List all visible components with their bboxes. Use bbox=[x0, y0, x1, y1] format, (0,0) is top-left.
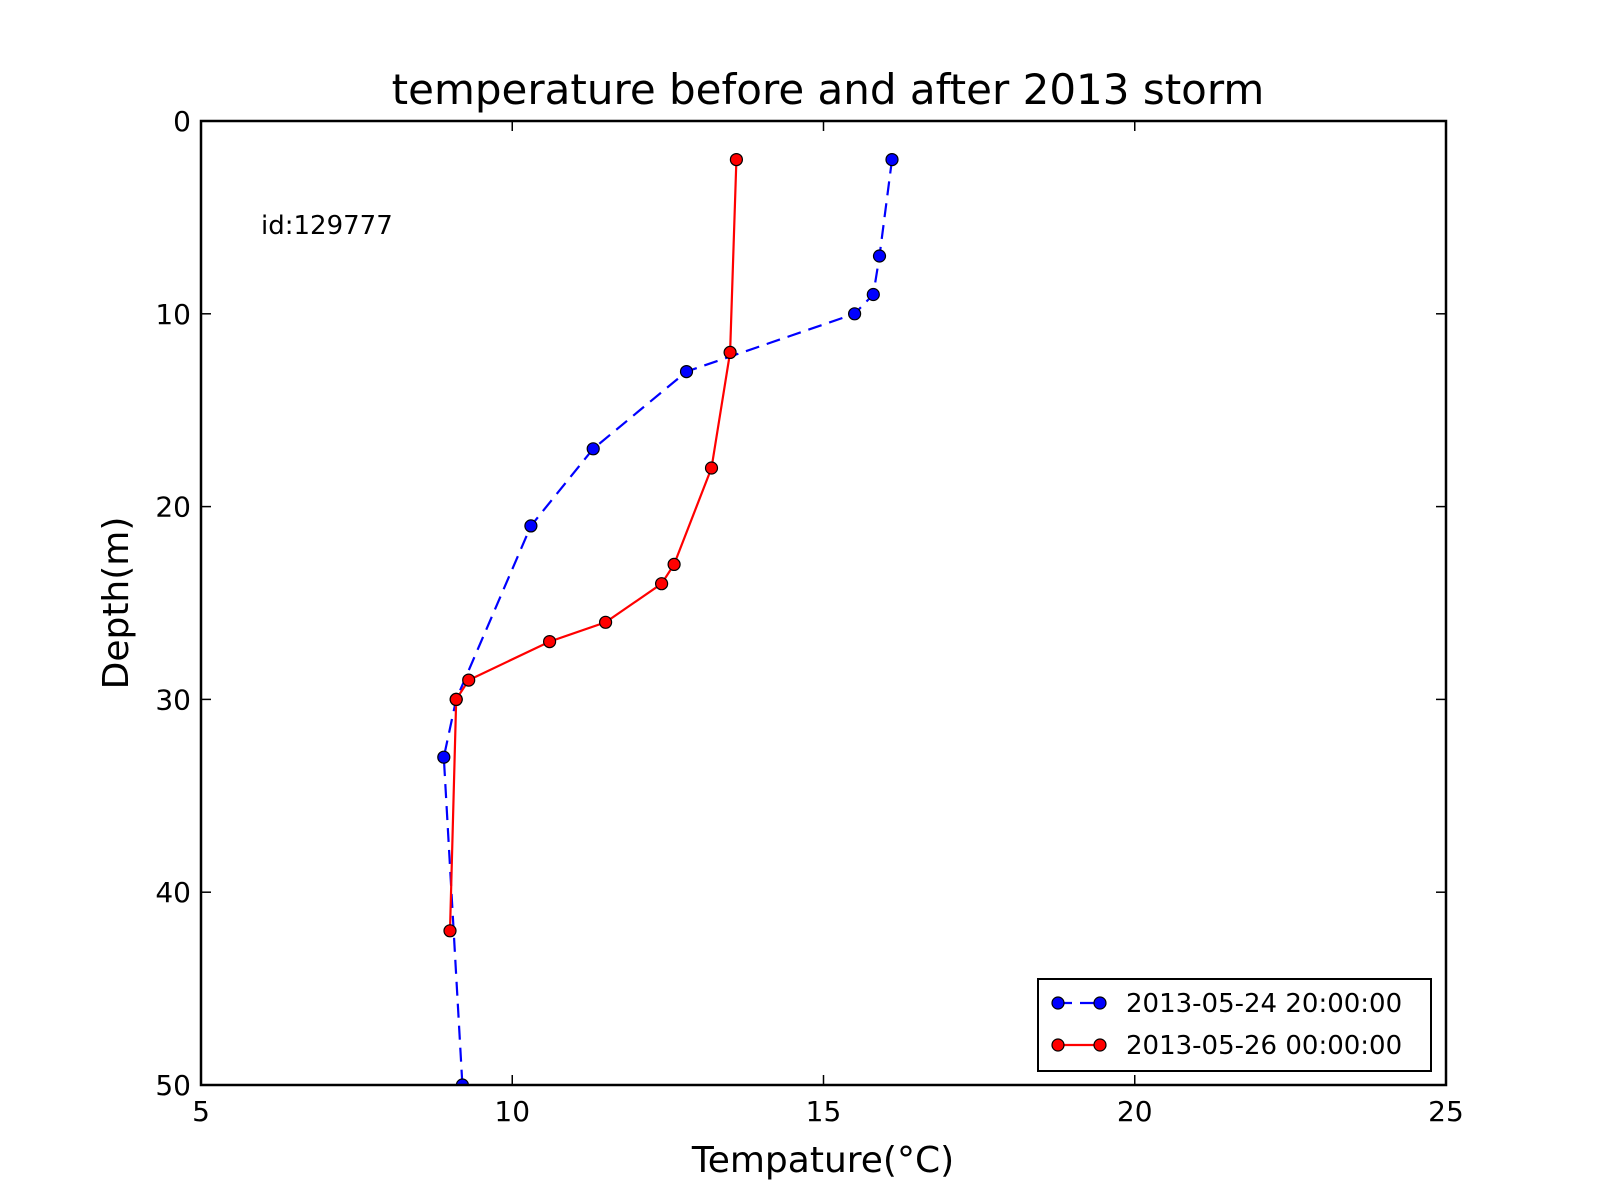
series-2 bbox=[443, 153, 744, 938]
series-2-point-3 bbox=[704, 461, 719, 475]
plot-area bbox=[437, 153, 899, 1085]
y-tick-label: 20 bbox=[155, 491, 191, 524]
legend-box bbox=[1037, 978, 1432, 1072]
series-2-point-9 bbox=[449, 692, 463, 707]
x-tick-label: 20 bbox=[1117, 1095, 1153, 1128]
y-tick-label: 50 bbox=[155, 1069, 191, 1102]
legend-label: 2013-05-24 20:00:00 bbox=[1126, 989, 1402, 1019]
x-tick-label: 25 bbox=[1428, 1095, 1464, 1128]
series-2-point-8 bbox=[462, 673, 476, 687]
y-axis-label: Depth(m) bbox=[96, 517, 137, 690]
series-1 bbox=[437, 153, 899, 1085]
x-axis-label: Tempature(°C) bbox=[691, 1140, 954, 1181]
y-tick-label: 30 bbox=[155, 683, 191, 716]
series-1-point-5 bbox=[679, 365, 694, 379]
annotation-id: id:129777 bbox=[261, 211, 393, 241]
series-1-point-9 bbox=[437, 750, 451, 764]
series-1-point-7 bbox=[524, 519, 538, 533]
y-tick-label: 0 bbox=[173, 105, 191, 138]
series-1-point-1 bbox=[885, 153, 899, 167]
legend-marker bbox=[1093, 996, 1107, 1010]
legend-marker bbox=[1093, 1038, 1107, 1052]
series-1-point-10 bbox=[455, 1078, 469, 1085]
x-tick-label: 5 bbox=[192, 1095, 210, 1128]
series-2-point-4 bbox=[667, 557, 681, 572]
x-tick-label: 15 bbox=[806, 1095, 842, 1128]
series-2-point-1 bbox=[729, 153, 744, 167]
legend-marker bbox=[1051, 1038, 1065, 1052]
series-2-point-5 bbox=[654, 577, 669, 591]
series-2-line bbox=[448, 159, 738, 931]
x-tick-label: 10 bbox=[494, 1095, 530, 1128]
legend-label: 2013-05-26 00:00:00 bbox=[1126, 1031, 1402, 1061]
axis-ticks: 5 10 15 20 25 0 10 20 30 40 50 bbox=[155, 105, 1463, 1128]
series-1-line bbox=[442, 159, 894, 1085]
y-tick-label: 10 bbox=[155, 298, 191, 331]
y-tick-label: 40 bbox=[155, 876, 191, 909]
series-2-point-10 bbox=[443, 924, 457, 938]
series-1-point-3 bbox=[866, 287, 880, 302]
legend: 2013-05-24 20:00:00 2013-05-26 00:00:00 bbox=[1037, 978, 1432, 1072]
legend-entry-1: 2013-05-24 20:00:00 bbox=[1051, 989, 1402, 1019]
series-2-point-6 bbox=[598, 615, 613, 629]
series-1-point-2 bbox=[872, 249, 887, 263]
series-1-point-6 bbox=[586, 442, 600, 456]
series-2-point-2 bbox=[723, 345, 737, 359]
legend-entry-2: 2013-05-26 00:00:00 bbox=[1051, 1031, 1402, 1061]
series-2-point-7 bbox=[542, 634, 557, 649]
legend-marker bbox=[1051, 996, 1065, 1010]
legend-entries: 2013-05-24 20:00:00 2013-05-26 00:00:00 bbox=[1051, 989, 1402, 1061]
chart-title: temperature before and after 2013 storm bbox=[392, 65, 1265, 114]
series-1-point-4 bbox=[847, 307, 862, 321]
